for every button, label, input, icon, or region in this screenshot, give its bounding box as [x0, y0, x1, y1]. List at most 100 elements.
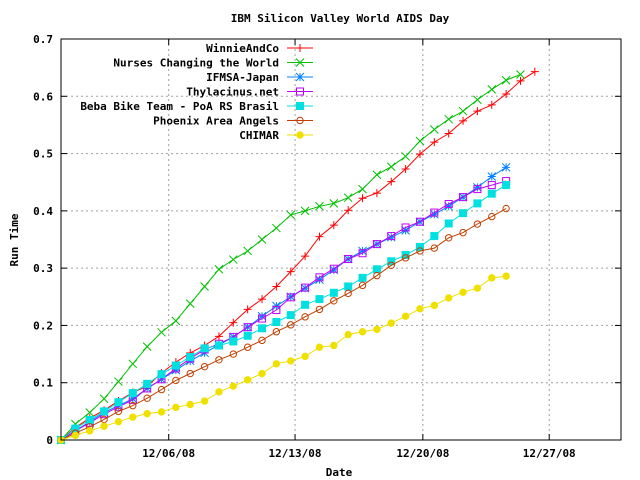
data-point [286, 293, 295, 302]
data-point [200, 344, 209, 353]
data-point [358, 281, 367, 290]
data-point [143, 379, 152, 388]
legend-label: Beba Bike Team - PoA RS Brasil [80, 100, 279, 113]
y-tick-label: 0 [46, 434, 53, 447]
data-point [315, 273, 324, 282]
data-point [372, 240, 381, 249]
legend-entry: Phoenix Area Angels [153, 115, 313, 128]
data-point [502, 204, 510, 213]
data-point [401, 223, 410, 232]
data-point [444, 114, 454, 124]
data-point [301, 252, 310, 261]
data-point [215, 356, 223, 364]
data-point [415, 150, 424, 159]
data-point [85, 415, 94, 424]
data-point [329, 264, 338, 273]
data-point [229, 318, 238, 327]
data-point [372, 189, 381, 198]
data-point [142, 342, 152, 351]
data-point [401, 225, 410, 235]
data-point [344, 330, 352, 339]
data-point [430, 208, 439, 217]
data-point [387, 319, 395, 327]
y-tick-label: 0.5 [33, 148, 53, 161]
data-point [71, 431, 80, 440]
data-point [358, 328, 367, 336]
data-point [172, 376, 180, 385]
data-point [258, 295, 267, 304]
legend-entry: CHIMAR [239, 129, 313, 142]
data-point [200, 397, 209, 405]
data-point [444, 199, 453, 208]
data-point [315, 305, 324, 314]
data-point [502, 89, 511, 98]
data-point [243, 343, 252, 351]
data-point [287, 357, 295, 365]
data-point [473, 95, 482, 105]
data-point [501, 75, 511, 85]
data-point [488, 274, 496, 282]
legend-label: Thylacinus.net [186, 86, 279, 99]
data-point [129, 401, 137, 410]
y-tick-label: 0.7 [33, 33, 53, 46]
series-3 [57, 177, 511, 444]
data-point [473, 284, 482, 292]
series-lines [56, 67, 539, 445]
legend-label: WinnieAndCo [206, 42, 279, 55]
data-point [272, 317, 281, 326]
data-point [501, 162, 511, 172]
data-point [157, 327, 166, 337]
data-point [157, 385, 166, 394]
data-point [243, 305, 252, 314]
data-point [128, 389, 137, 398]
data-point [387, 232, 396, 241]
data-point [415, 217, 424, 226]
data-point [343, 193, 353, 203]
series-line [60, 166, 507, 441]
y-tick-label: 0.3 [33, 262, 53, 275]
data-point [171, 361, 180, 370]
data-point [415, 136, 425, 146]
data-point [258, 369, 266, 378]
data-point [473, 185, 482, 194]
data-point [257, 311, 267, 321]
data-point [128, 394, 138, 404]
data-point [401, 152, 410, 161]
data-point [143, 409, 151, 418]
legend-label: CHIMAR [239, 129, 279, 142]
data-point [301, 283, 310, 292]
y-tick-label: 0.2 [33, 319, 53, 332]
data-point [243, 331, 252, 340]
x-tick-label: 12/13/08 [269, 447, 322, 460]
chart-title: IBM Silicon Valley World AIDS Day [231, 12, 450, 25]
x-axis-label: Date [326, 466, 353, 479]
data-point [315, 232, 324, 241]
data-point [315, 201, 324, 211]
series-line [60, 208, 507, 441]
data-point [315, 295, 324, 304]
data-point [229, 382, 238, 390]
plot-frame [60, 38, 622, 441]
series-line [60, 180, 507, 441]
x-tick-label: 12/06/08 [142, 447, 195, 460]
data-point [186, 369, 194, 378]
data-point [287, 321, 295, 329]
data-point [401, 165, 410, 174]
data-point [459, 228, 467, 237]
data-point [344, 206, 353, 215]
data-point [296, 116, 304, 125]
data-point [228, 255, 238, 264]
data-point [430, 301, 439, 310]
data-point [386, 232, 396, 242]
data-point [85, 408, 95, 417]
data-point [330, 341, 338, 350]
y-axis-label: Run Time [8, 213, 21, 266]
data-point [429, 209, 439, 219]
x-tick-label: 12/20/08 [396, 447, 449, 460]
data-point [157, 370, 166, 379]
x-tick-label: 12/27/08 [523, 447, 576, 460]
data-point [516, 76, 525, 85]
data-point [286, 210, 296, 220]
legend: WinnieAndCo Nurses Changing the WorldIFMS… [80, 42, 313, 142]
